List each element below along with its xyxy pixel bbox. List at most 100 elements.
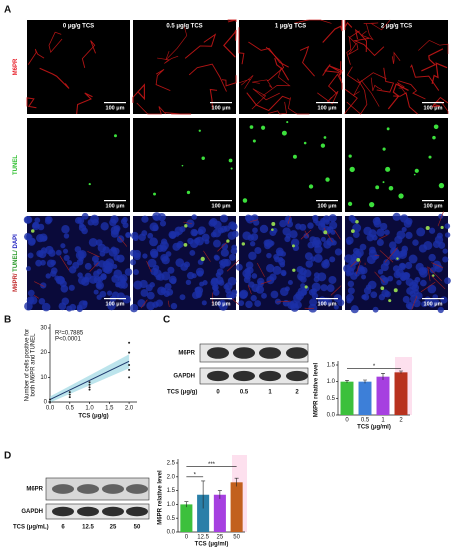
panel-label: D — [4, 451, 11, 462]
nucleus — [405, 231, 413, 240]
nucleus — [228, 253, 236, 261]
nucleus — [191, 229, 198, 236]
stain-fiber — [268, 101, 287, 115]
nucleus — [109, 218, 117, 227]
nucleus — [35, 259, 43, 267]
stain-fiber — [26, 97, 37, 109]
nucleus — [320, 222, 326, 228]
nucleus — [215, 276, 224, 285]
nucleus — [330, 229, 336, 235]
nucleus — [279, 219, 287, 228]
stain-fiber — [334, 230, 341, 240]
nucleus — [383, 259, 390, 266]
bar — [376, 376, 390, 415]
nucleus — [161, 271, 171, 281]
stain-dot — [226, 239, 230, 243]
nucleus — [81, 277, 90, 286]
error-bar — [234, 477, 239, 487]
nucleus — [442, 256, 449, 263]
y-tick-label: 1.5 — [167, 488, 176, 494]
nucleus — [122, 222, 129, 229]
nucleus — [295, 223, 302, 230]
nucleus — [99, 250, 106, 257]
nucleus — [377, 269, 384, 275]
nucleus — [287, 279, 293, 286]
nucleus — [346, 239, 352, 246]
nucleus — [100, 222, 109, 231]
nucleus — [204, 239, 210, 245]
stain-fiber — [167, 300, 170, 307]
nucleus — [213, 254, 219, 260]
nucleus — [185, 279, 192, 286]
nucleus — [412, 239, 419, 246]
stain-fiber — [437, 211, 444, 227]
nucleus — [259, 224, 269, 234]
nucleus — [243, 276, 251, 284]
nucleus — [103, 265, 113, 274]
nucleus — [132, 235, 139, 242]
scale-bar-label: 100 μm — [318, 105, 337, 111]
nucleus — [24, 215, 33, 224]
nucleus — [24, 301, 33, 311]
bar — [213, 494, 226, 532]
stain-dot — [388, 185, 394, 191]
nucleus — [333, 304, 339, 310]
stain-fiber — [39, 67, 70, 89]
nucleus — [289, 230, 298, 239]
bar — [358, 381, 372, 415]
blot-band — [77, 506, 99, 517]
x-tick-label: 0 — [345, 418, 349, 424]
y-axis-label: Number of cells positive for — [25, 329, 31, 401]
nucleus — [245, 261, 254, 270]
nucleus — [372, 306, 379, 313]
nucleus — [350, 305, 359, 314]
nucleus — [27, 289, 35, 297]
blot-band — [233, 370, 255, 382]
nucleus — [69, 303, 77, 311]
nucleus — [25, 233, 33, 241]
nucleus — [263, 239, 271, 247]
nucleus — [414, 276, 421, 283]
nucleus — [202, 280, 208, 286]
stain-fiber — [327, 73, 343, 95]
nucleus — [320, 236, 326, 242]
nucleus — [221, 243, 229, 250]
x-tick-label: 12.5 — [197, 535, 209, 541]
nucleus — [163, 290, 170, 297]
lane-label: 2 — [295, 390, 299, 396]
data-point — [49, 401, 51, 403]
nucleus — [282, 299, 290, 307]
nucleus — [72, 261, 80, 269]
nucleus — [141, 215, 149, 223]
nucleus — [132, 249, 142, 259]
nucleus — [216, 268, 224, 276]
nucleus — [328, 275, 337, 284]
nucleus — [176, 242, 182, 249]
scale-bar-label: 100 μm — [318, 301, 337, 307]
stain-dot — [323, 136, 327, 139]
nucleus — [45, 245, 54, 255]
nucleus — [100, 273, 107, 280]
nucleus — [392, 212, 401, 221]
y-tick-label: 1.5 — [327, 363, 336, 369]
nucleus — [295, 291, 305, 300]
nucleus — [378, 293, 386, 301]
data-point — [88, 388, 91, 391]
column-header: 2 μg/g TCS — [381, 24, 412, 30]
stain-fiber — [344, 88, 358, 114]
nucleus — [147, 258, 157, 268]
nucleus — [280, 269, 287, 276]
stain-fiber — [410, 64, 440, 91]
stain-fiber — [247, 285, 252, 295]
error-bar — [381, 373, 385, 380]
x-axis-label: TCS (μg/ml) — [195, 542, 229, 548]
data-point — [128, 364, 131, 366]
nucleus — [133, 269, 139, 276]
stain-fiber — [27, 48, 45, 65]
nucleus — [251, 273, 258, 279]
stain-dot — [347, 201, 353, 207]
nucleus — [168, 275, 177, 284]
column-header: 1 μg/g TCS — [275, 24, 306, 30]
stat-annotation: R²=0.7885 — [55, 331, 84, 337]
scale-bar-label: 100 μm — [106, 301, 125, 307]
